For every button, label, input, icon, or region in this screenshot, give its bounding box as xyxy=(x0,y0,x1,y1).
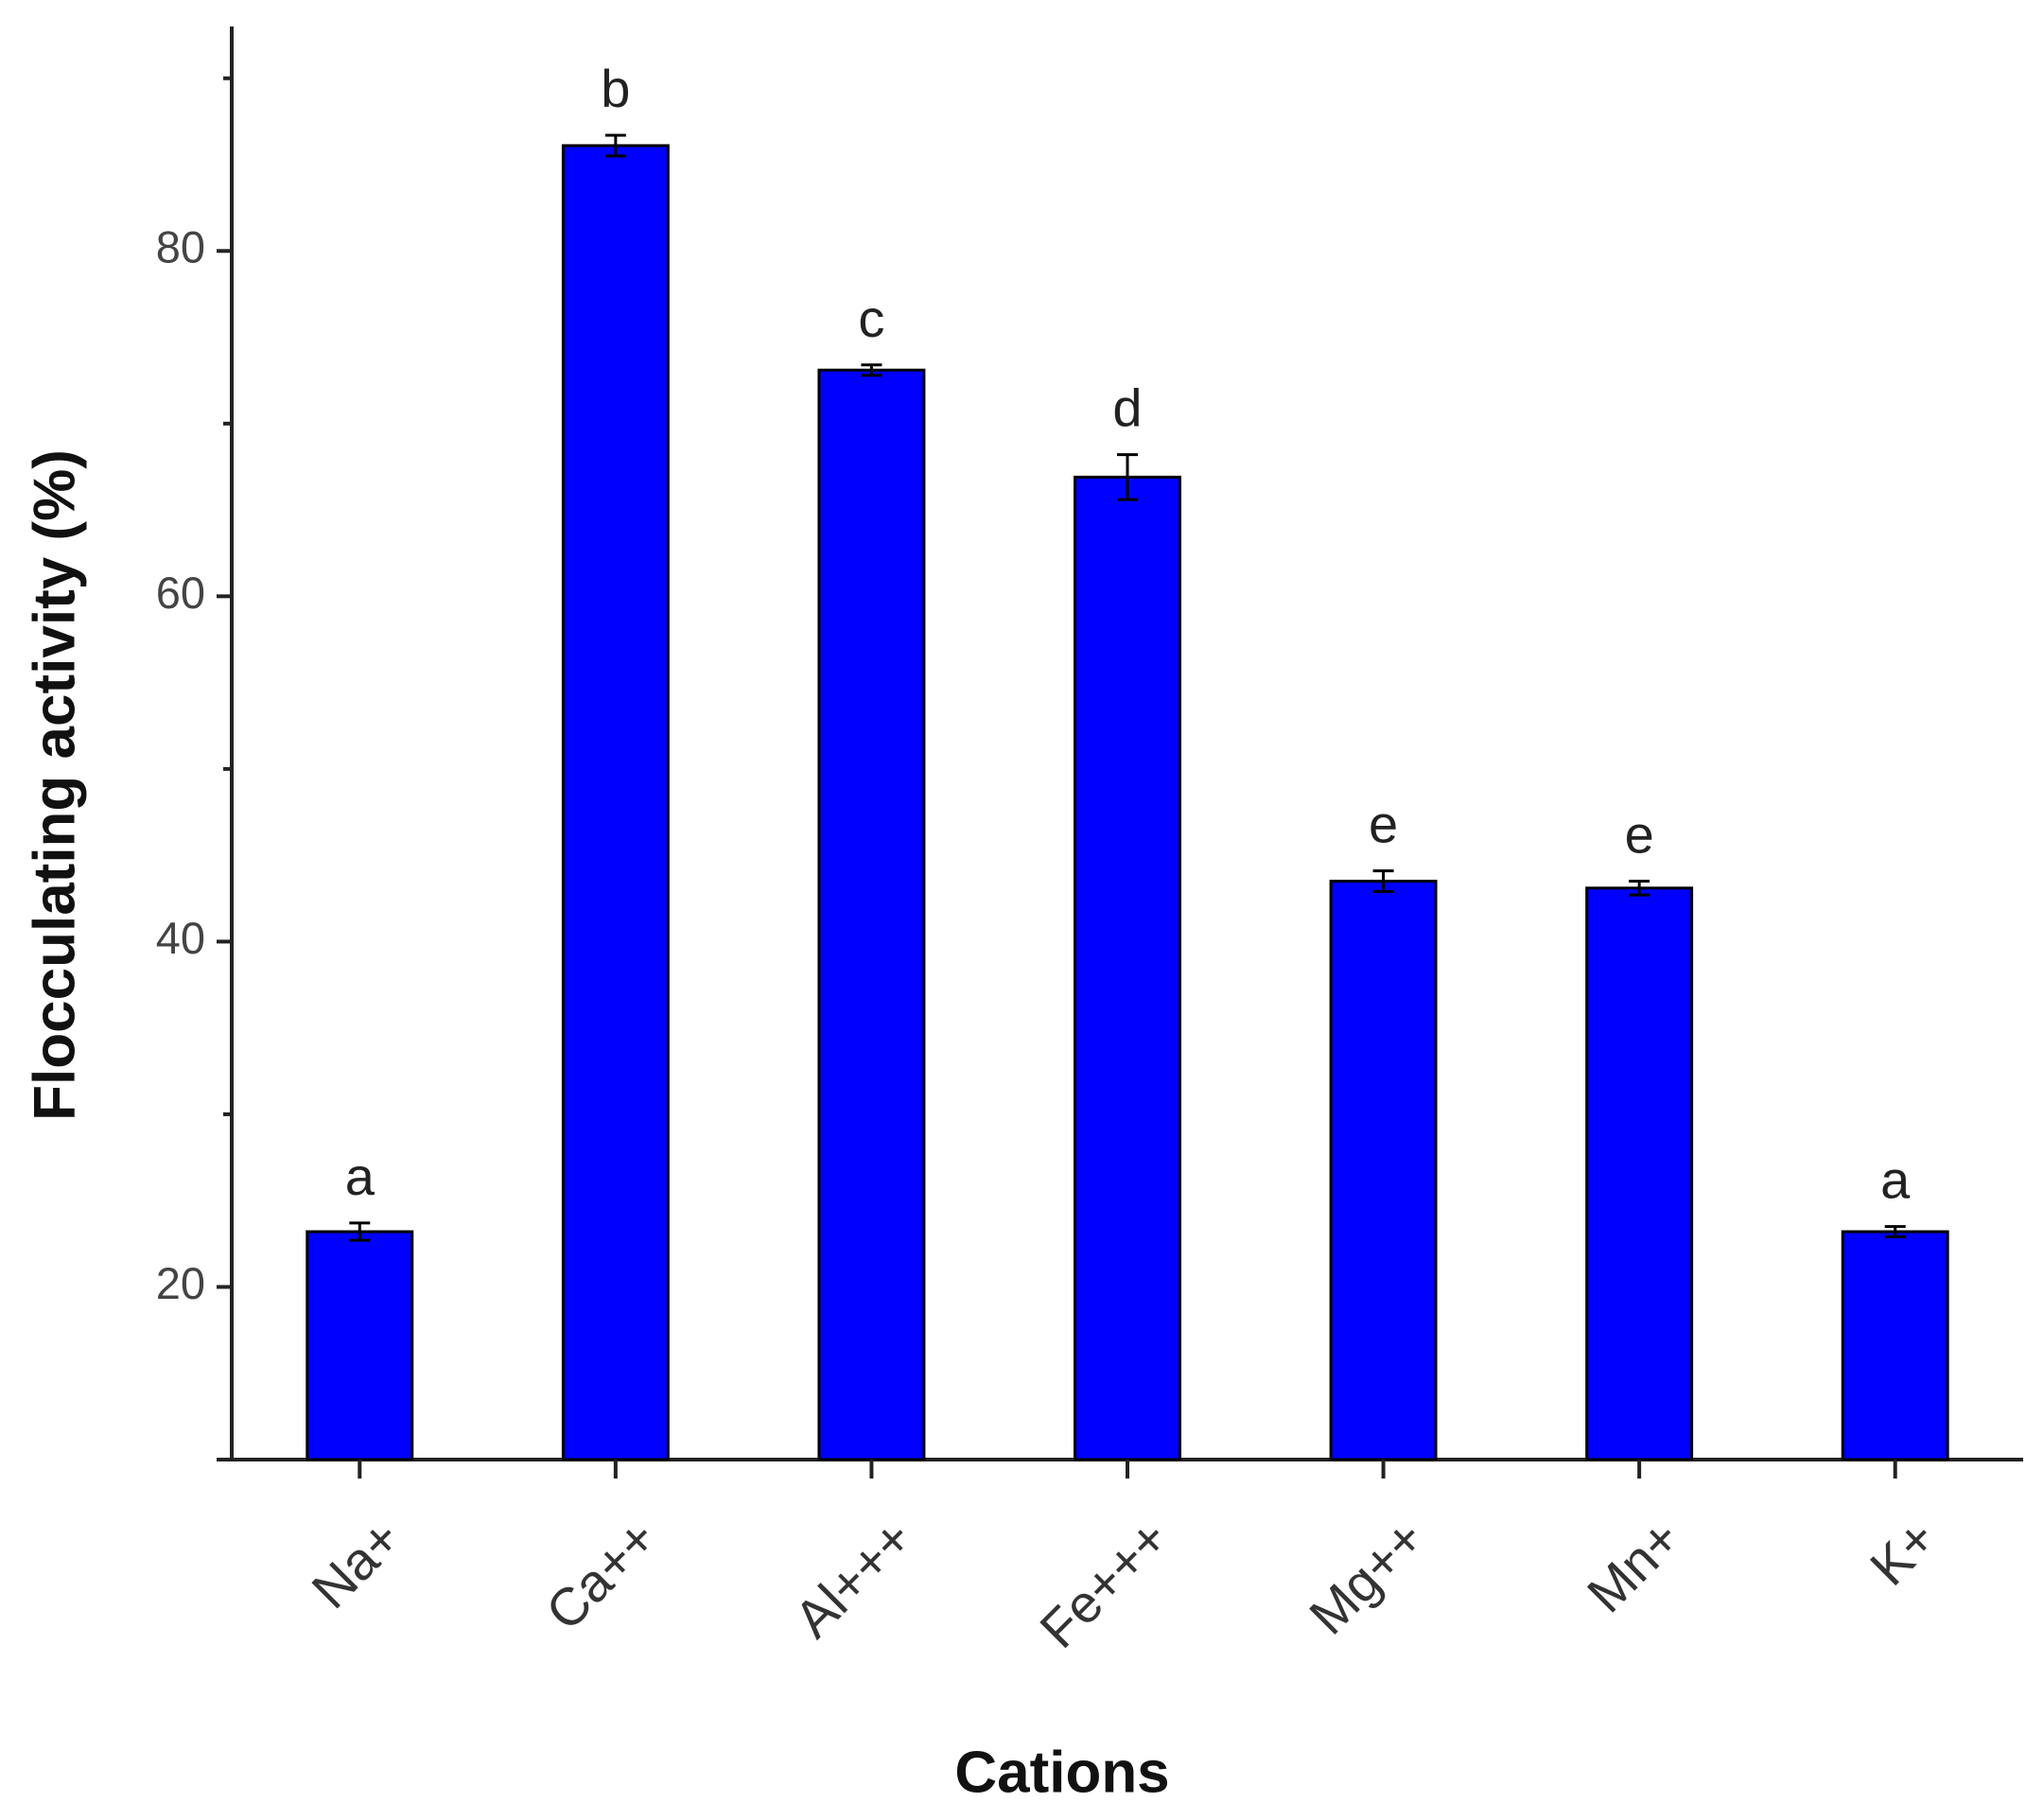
significance-letter: d xyxy=(1112,378,1142,438)
significance-letter: b xyxy=(601,59,630,118)
y-tick-label: 60 xyxy=(156,568,205,618)
bar xyxy=(1841,1230,1949,1461)
significance-letter: e xyxy=(1625,805,1654,865)
bar xyxy=(1074,475,1181,1461)
x-tick-label: K+ xyxy=(1859,1508,1947,1597)
y-tick-label: 40 xyxy=(156,913,205,963)
significance-letter: e xyxy=(1369,795,1398,854)
x-tick-label: Fe+++ xyxy=(1028,1508,1179,1659)
x-tick-label: Na+ xyxy=(300,1508,411,1619)
bar xyxy=(306,1230,414,1461)
x-tick-label: Mn+ xyxy=(1576,1508,1692,1624)
bar xyxy=(817,368,926,1461)
x-tick-label: Mg++ xyxy=(1298,1508,1436,1646)
significance-letter: a xyxy=(345,1146,375,1206)
x-tick-label: Al+++ xyxy=(783,1508,924,1649)
significance-letter: c xyxy=(858,289,884,348)
significance-letter: a xyxy=(1880,1150,1911,1210)
x-tick-label: Ca++ xyxy=(534,1508,668,1641)
y-tick-label: 80 xyxy=(156,222,205,272)
bar xyxy=(561,144,670,1461)
bar xyxy=(1585,886,1694,1461)
x-axis-title: Cations xyxy=(954,1740,1169,1805)
bar xyxy=(1329,880,1438,1461)
y-axis-title: Flocculating activity (%) xyxy=(22,449,87,1121)
y-tick-label: 20 xyxy=(156,1258,205,1308)
